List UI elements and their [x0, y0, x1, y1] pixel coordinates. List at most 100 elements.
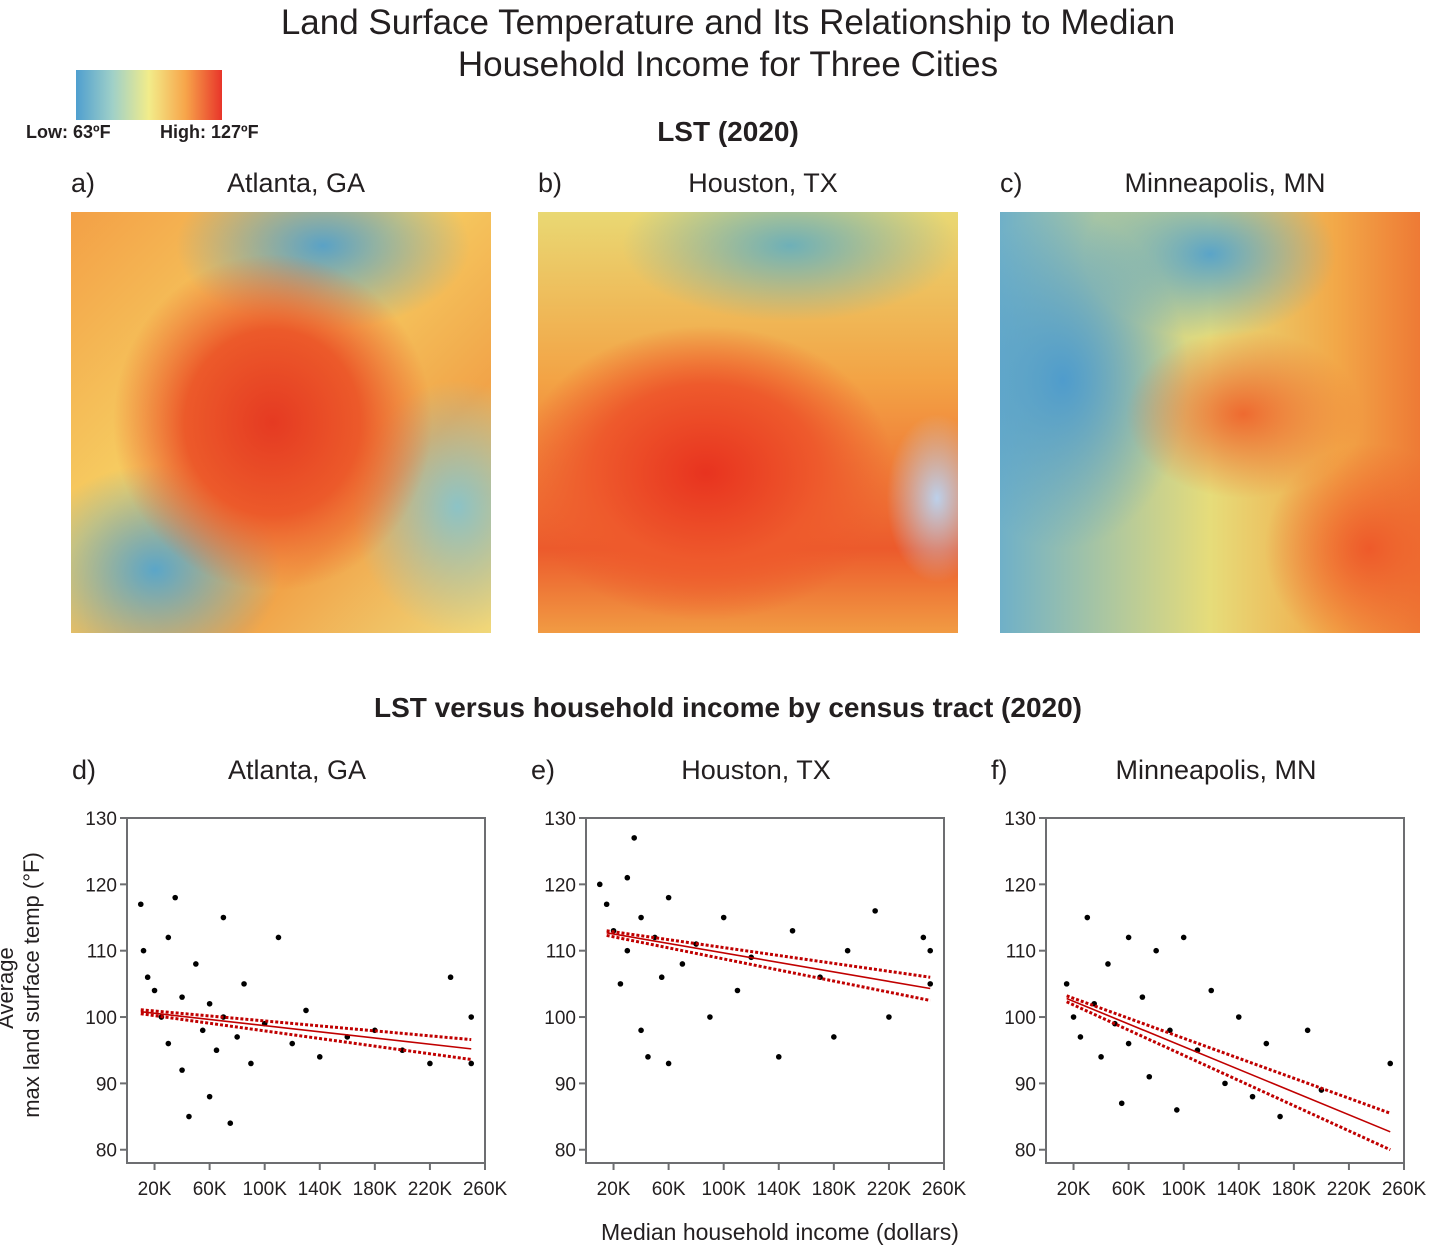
- data-point: [638, 1027, 644, 1034]
- x-tick-label: 20K: [138, 1179, 172, 1200]
- x-tick-label: 260K: [463, 1179, 508, 1200]
- x-tick-label: 260K: [1382, 1179, 1427, 1200]
- y-tick-label: 120: [85, 875, 117, 896]
- data-point: [193, 961, 199, 967]
- x-tick-label: 140K: [1217, 1179, 1262, 1200]
- data-point: [468, 1060, 475, 1067]
- y-axis-label-line: max land surface temp (°F): [19, 852, 44, 1118]
- chart-title: Minneapolis, MN: [1115, 755, 1316, 785]
- data-point: [789, 927, 796, 934]
- data-point: [151, 987, 158, 994]
- data-point: [1084, 914, 1091, 921]
- x-tick-label: 100K: [702, 1179, 747, 1200]
- confidence-line: [1066, 1000, 1391, 1152]
- data-point: [1063, 981, 1070, 987]
- x-tick-label: 220K: [1327, 1179, 1372, 1200]
- data-point: [927, 981, 934, 987]
- panel-label: f): [991, 755, 1008, 785]
- x-tick-label: 100K: [243, 1179, 288, 1200]
- data-point: [603, 901, 610, 908]
- data-point: [144, 974, 151, 981]
- y-tick-label: 120: [544, 875, 576, 896]
- confidence-line: [606, 933, 931, 1002]
- data-point: [631, 835, 637, 841]
- data-point: [234, 1034, 240, 1040]
- data-point: [1304, 1027, 1311, 1034]
- x-tick-label: 140K: [757, 1179, 802, 1200]
- data-point: [831, 1034, 837, 1040]
- x-tick-label: 60K: [652, 1179, 686, 1200]
- data-point: [1153, 947, 1159, 954]
- data-point: [468, 1014, 475, 1020]
- data-point: [165, 1040, 172, 1047]
- panel-title: Minneapolis, MN: [1124, 168, 1326, 198]
- data-point: [248, 1060, 254, 1067]
- fit-line: [140, 1010, 472, 1050]
- panel-label: e): [531, 755, 555, 785]
- data-point: [241, 981, 247, 987]
- y-tick-label: 90: [1015, 1074, 1036, 1095]
- data-point: [165, 934, 172, 941]
- data-point: [658, 974, 665, 981]
- y-tick-label: 100: [1004, 1008, 1036, 1029]
- data-point: [1125, 934, 1132, 941]
- panel-title: Houston, TX: [688, 168, 838, 198]
- x-tick-label: 20K: [1057, 1179, 1091, 1200]
- confidence-line: [1066, 994, 1391, 1115]
- x-tick-label: 60K: [1112, 1179, 1146, 1200]
- data-point: [707, 1014, 713, 1020]
- x-tick-label: 100K: [1162, 1179, 1207, 1200]
- data-point: [617, 981, 624, 987]
- data-point: [289, 1040, 296, 1047]
- y-tick-label: 90: [555, 1074, 576, 1095]
- confidence-line: [606, 929, 931, 979]
- data-point: [1139, 994, 1146, 1000]
- data-point: [920, 934, 927, 941]
- x-tick-label: 260K: [922, 1179, 967, 1200]
- data-point: [1125, 1040, 1132, 1047]
- figure-title: Land Surface Temperature and Its Relatio…: [280, 3, 1176, 84]
- y-axis-label-line: Average: [0, 947, 18, 1029]
- x-tick-label: 220K: [408, 1179, 453, 1200]
- data-point: [638, 914, 644, 921]
- panel-label: b): [538, 168, 563, 198]
- x-tick-label: 20K: [597, 1179, 631, 1200]
- fit-line: [606, 931, 931, 990]
- data-point: [1167, 1027, 1173, 1034]
- y-tick-label: 120: [1004, 875, 1036, 896]
- data-point: [624, 874, 631, 881]
- x-tick-label: 220K: [867, 1179, 912, 1200]
- data-point: [179, 994, 185, 1000]
- fit-line: [1066, 997, 1391, 1133]
- plot-frame: [1045, 817, 1405, 1164]
- data-point: [886, 1014, 892, 1020]
- data-point: [720, 914, 727, 921]
- data-point: [1070, 1014, 1077, 1020]
- data-point: [665, 1060, 672, 1067]
- charts-title: LST versus household income by census tr…: [374, 692, 1082, 723]
- data-point: [1277, 1113, 1283, 1120]
- data-point: [199, 1027, 206, 1034]
- colorbar-low-label: Low: 63ºF: [26, 122, 111, 142]
- y-tick-label: 130: [544, 809, 576, 830]
- data-point: [1222, 1080, 1228, 1087]
- lst-map: [71, 212, 491, 633]
- y-tick-label: 130: [1004, 809, 1036, 830]
- data-point: [179, 1067, 185, 1073]
- y-tick-label: 90: [96, 1074, 117, 1095]
- data-point: [872, 908, 878, 914]
- data-point: [220, 914, 227, 921]
- data-point: [186, 1113, 192, 1120]
- x-tick-label: 60K: [193, 1179, 227, 1200]
- y-tick-label: 80: [555, 1141, 576, 1162]
- data-point: [1387, 1060, 1394, 1067]
- data-point: [303, 1007, 309, 1014]
- data-point: [275, 934, 282, 941]
- data-point: [596, 881, 603, 888]
- chart-title: Houston, TX: [681, 755, 831, 785]
- y-tick-label: 80: [96, 1141, 117, 1162]
- data-point: [1146, 1073, 1153, 1080]
- data-point: [206, 1000, 213, 1007]
- data-point: [1118, 1100, 1125, 1107]
